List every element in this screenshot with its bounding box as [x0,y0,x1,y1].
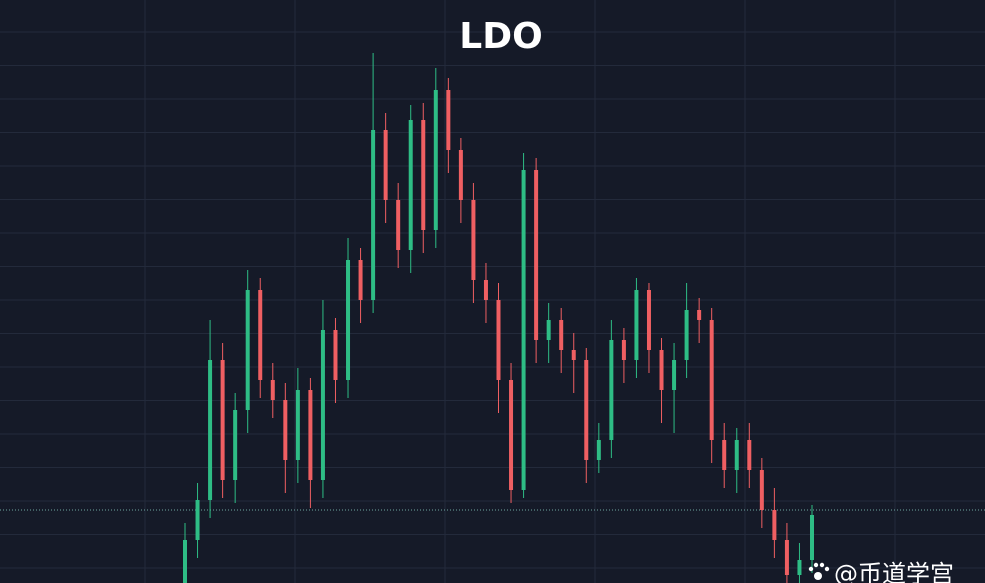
candle-body [734,440,739,470]
candle-body [183,540,187,583]
candle-body [233,410,238,480]
candle-body [810,515,814,560]
candle-body [408,120,413,250]
candle-body [346,260,351,380]
candle-body [471,200,476,280]
candle-body [521,170,526,490]
candle-body [295,390,300,460]
candle-body [320,330,325,480]
candle-body [596,440,601,460]
candle-body [483,280,488,300]
candle-body [697,310,702,320]
candle-body [458,150,463,200]
candle-body [371,130,376,300]
candle-body [220,360,225,480]
candle-body [258,290,263,380]
candle-body [208,360,213,500]
candle-body [722,440,727,470]
candle-body [772,510,777,540]
candle-body [333,330,338,380]
candle-body [559,320,564,350]
candle-body [446,90,451,150]
candle-body [684,310,689,360]
candle-body [308,390,313,480]
watermark: @币道学宫 [834,560,954,583]
candle-body [433,90,438,230]
candle-body [383,130,388,200]
candle-body [270,380,275,400]
candle-body [496,300,501,380]
candle-body [546,320,551,340]
candle-body [195,500,200,540]
candle-body [621,340,626,360]
candle-body [245,290,250,410]
candle-body [797,560,802,575]
candle-body [659,350,664,390]
candle-body [421,120,426,230]
candle-body [358,260,363,300]
candle-body [747,440,752,470]
watermark-icon [808,562,830,580]
candle-body [672,360,677,390]
candle-body [584,360,589,460]
candle-body [534,170,539,340]
candle-body [396,200,401,250]
candle-body [784,540,789,575]
candle-body [646,290,651,350]
candle-body [759,470,764,510]
candle-body [709,320,714,440]
candle-body [283,400,288,460]
candle-body [509,380,514,490]
candle-body [609,340,614,440]
chart-title: LDO [459,16,542,57]
candle-body [634,290,639,360]
candle-body [571,350,576,360]
